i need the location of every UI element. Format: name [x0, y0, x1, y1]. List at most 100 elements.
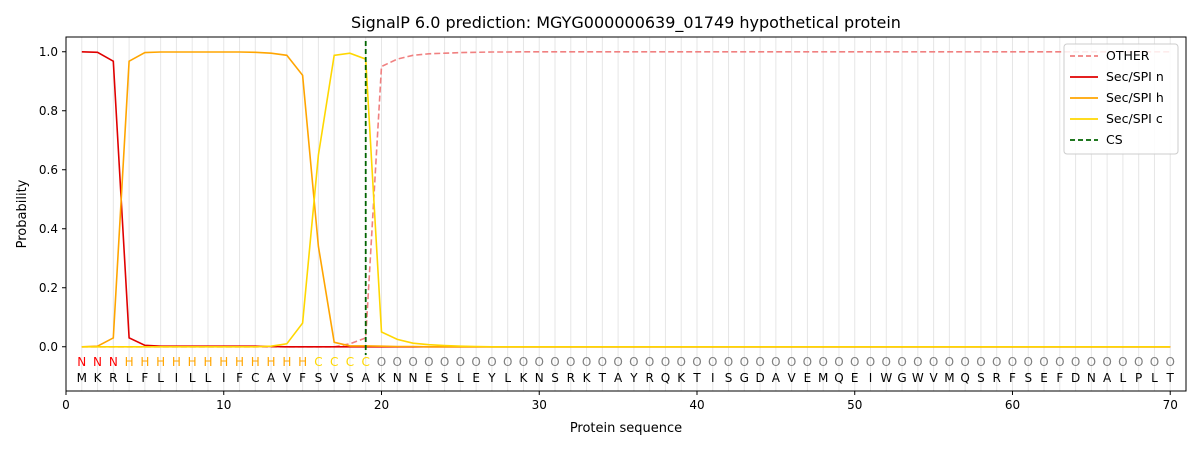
region-label: O: [456, 355, 465, 369]
region-label: O: [692, 355, 701, 369]
region-label: O: [945, 355, 954, 369]
y-tick-label: 0.6: [39, 163, 58, 177]
region-label: O: [1039, 355, 1048, 369]
residue-label: I: [175, 371, 179, 385]
x-tick-label: 40: [689, 398, 704, 412]
residue-label: C: [251, 371, 259, 385]
region-label: O: [519, 355, 528, 369]
region-label: O: [582, 355, 591, 369]
x-tick-label: 30: [532, 398, 547, 412]
region-label: O: [676, 355, 685, 369]
region-label: H: [251, 355, 260, 369]
region-label: H: [172, 355, 181, 369]
region-label: O: [645, 355, 654, 369]
region-label: O: [755, 355, 764, 369]
residue-label: M: [77, 371, 87, 385]
residue-label: L: [126, 371, 133, 385]
residue-label: N: [409, 371, 418, 385]
region-label: O: [866, 355, 875, 369]
region-label: H: [156, 355, 165, 369]
residue-label: L: [504, 371, 511, 385]
residue-label: S: [346, 371, 354, 385]
residue-label: W: [912, 371, 924, 385]
residue-label: A: [614, 371, 623, 385]
region-label: O: [960, 355, 969, 369]
region-label: O: [613, 355, 622, 369]
residue-label: G: [740, 371, 749, 385]
y-tick-label: 0.2: [39, 281, 58, 295]
sequence-labels-layer: NMNKNRHLHFHLHIHLHLHIHFHCHAHVHFCSCVCSCAOK…: [77, 355, 1175, 385]
residue-label: E: [425, 371, 433, 385]
region-label: O: [424, 355, 433, 369]
residue-label: S: [315, 371, 323, 385]
residue-label: A: [362, 371, 371, 385]
y-tick-label: 0.4: [39, 222, 58, 236]
legend-label: CS: [1106, 132, 1123, 147]
chart-title: SignalP 6.0 prediction: MGYG000000639_01…: [351, 13, 901, 33]
region-label: N: [109, 355, 118, 369]
series-line-sec-spi-c: [81, 52, 1171, 348]
region-label: O: [535, 355, 544, 369]
residue-label: S: [551, 371, 559, 385]
residue-label: Q: [834, 371, 843, 385]
residue-label: Q: [661, 371, 670, 385]
region-label: O: [487, 355, 496, 369]
residue-label: E: [1040, 371, 1048, 385]
residue-label: F: [141, 371, 148, 385]
residue-label: E: [804, 371, 812, 385]
residue-label: V: [330, 371, 339, 385]
residue-label: P: [1135, 371, 1142, 385]
y-tick-label: 1.0: [39, 45, 58, 59]
region-label: O: [1150, 355, 1159, 369]
residue-label: V: [929, 371, 938, 385]
residue-label: K: [677, 371, 686, 385]
region-label: O: [1024, 355, 1033, 369]
residue-label: F: [236, 371, 243, 385]
series-layer: [81, 41, 1171, 355]
region-label: O: [503, 355, 512, 369]
region-label: O: [471, 355, 480, 369]
legend-box: [1063, 43, 1179, 155]
y-tick-label: 0.0: [39, 340, 58, 354]
x-tick-label: 70: [1163, 398, 1178, 412]
residue-label: T: [598, 371, 607, 385]
residue-label: K: [378, 371, 387, 385]
legend: OTHER Sec/SPI n Sec/SPI h Sec/SPI c CS: [1063, 43, 1179, 155]
residue-label: K: [520, 371, 529, 385]
residue-label: I: [222, 371, 226, 385]
region-label: O: [929, 355, 938, 369]
region-label: H: [140, 355, 149, 369]
region-label: H: [298, 355, 307, 369]
region-label: O: [661, 355, 670, 369]
region-label: H: [203, 355, 212, 369]
residue-label: T: [1166, 371, 1175, 385]
residue-label: L: [189, 371, 196, 385]
region-label: O: [818, 355, 827, 369]
region-label: H: [235, 355, 244, 369]
x-tick-label: 20: [374, 398, 389, 412]
region-label: C: [330, 355, 338, 369]
region-label: O: [393, 355, 402, 369]
legend-label: OTHER: [1106, 48, 1150, 63]
residue-label: R: [993, 371, 1001, 385]
residue-label: A: [772, 371, 781, 385]
residue-label: L: [457, 371, 464, 385]
legend-label: Sec/SPI h: [1106, 90, 1164, 105]
region-label: O: [1008, 355, 1017, 369]
region-label: O: [708, 355, 717, 369]
residue-label: L: [1120, 371, 1127, 385]
residue-label: L: [1151, 371, 1158, 385]
residue-label: T: [692, 371, 701, 385]
region-label: O: [740, 355, 749, 369]
region-label: O: [1071, 355, 1080, 369]
residue-label: S: [725, 371, 733, 385]
region-label: C: [314, 355, 322, 369]
residue-label: V: [788, 371, 797, 385]
x-tick-label: 50: [847, 398, 862, 412]
residue-label: S: [441, 371, 449, 385]
residue-label: K: [94, 371, 103, 385]
region-label: O: [850, 355, 859, 369]
residue-label: G: [897, 371, 906, 385]
region-label: C: [346, 355, 354, 369]
